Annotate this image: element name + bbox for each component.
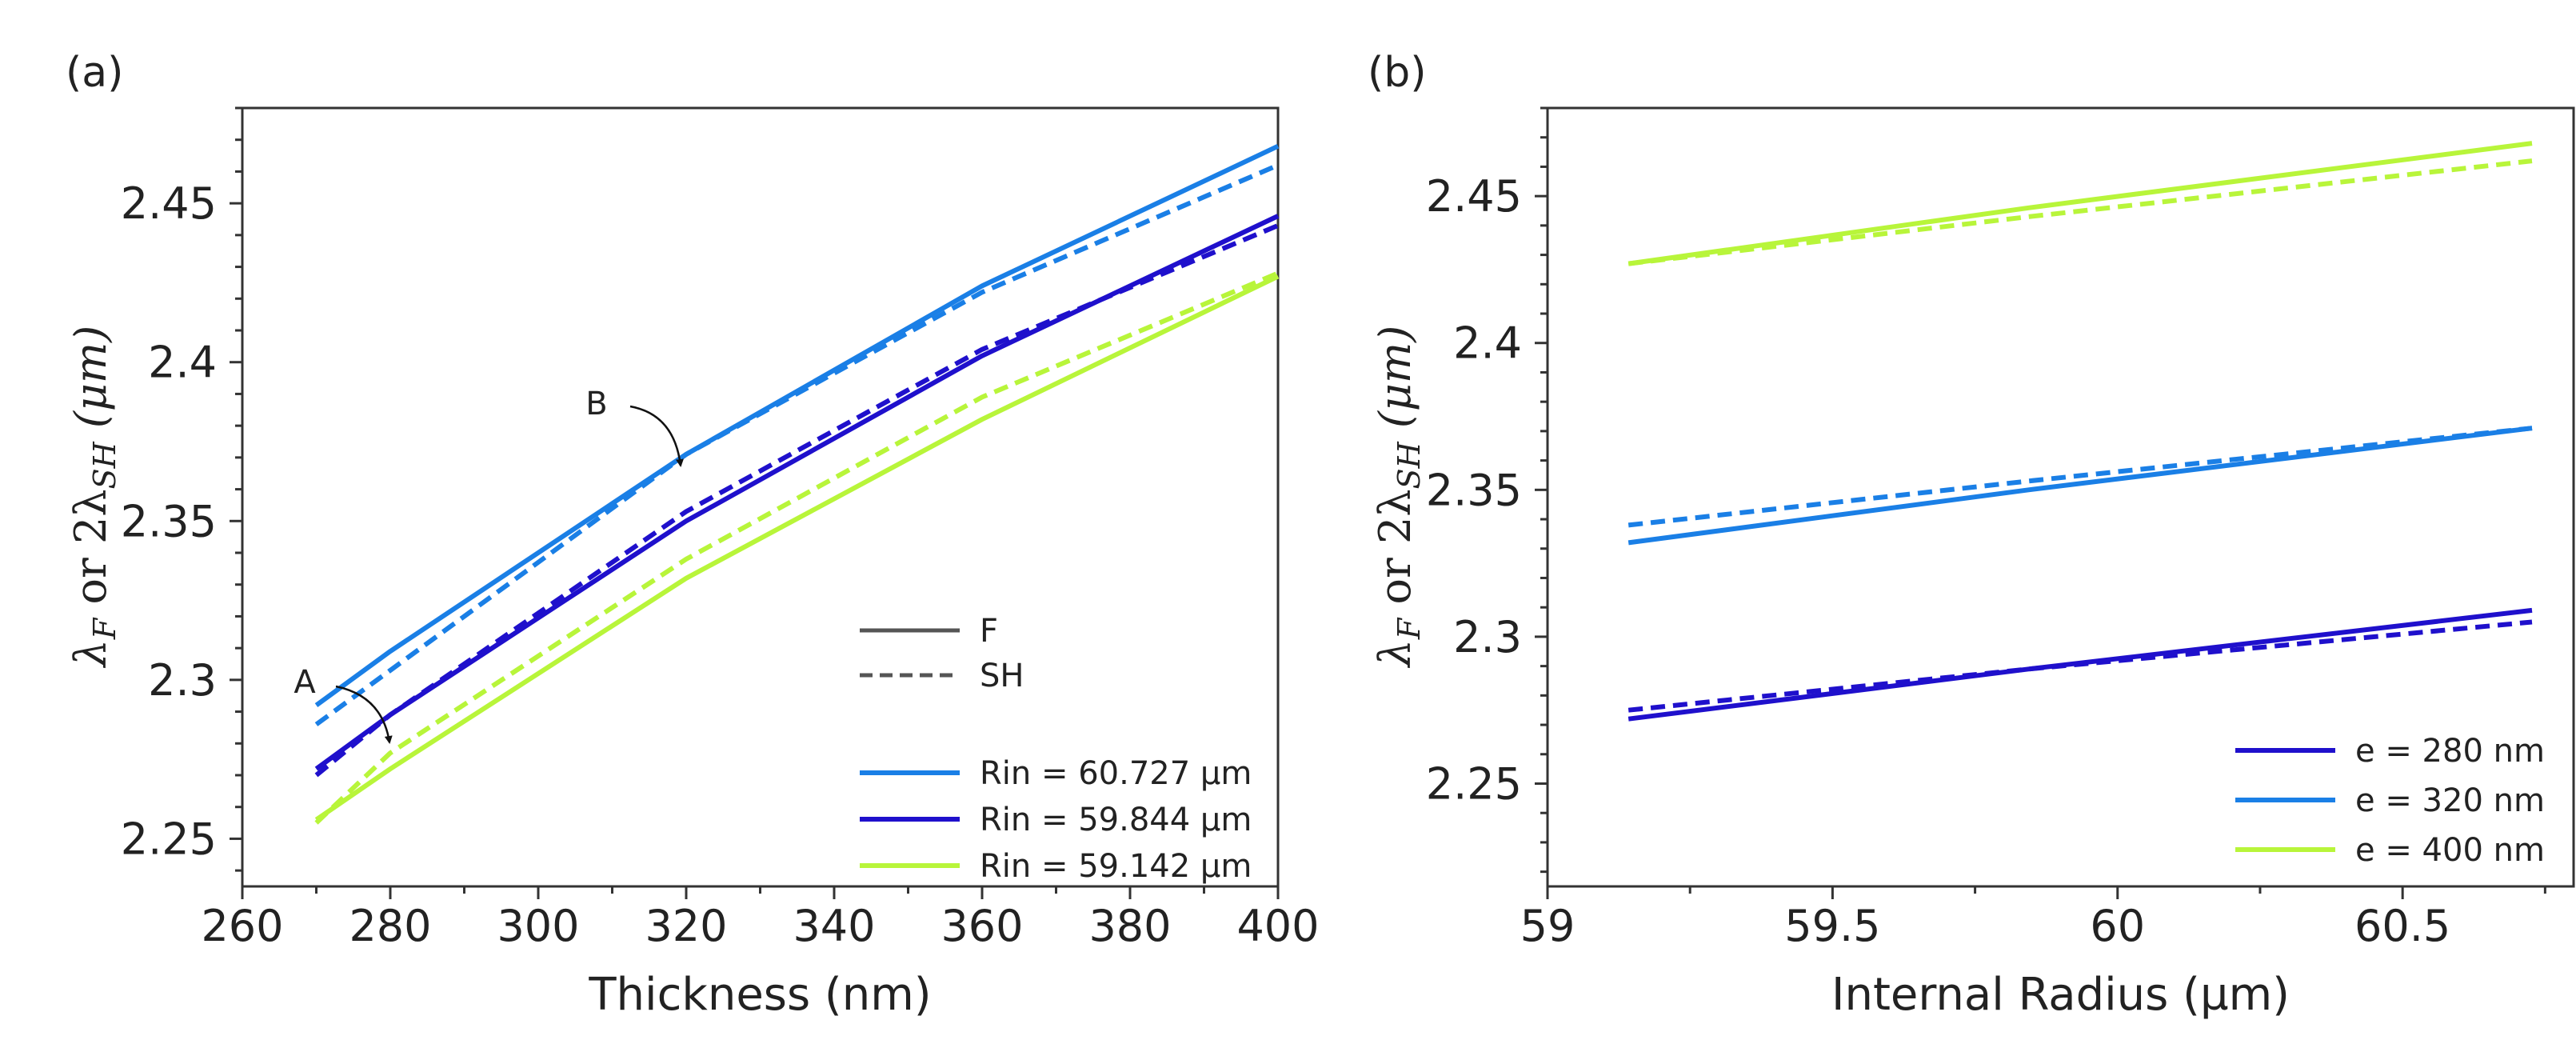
- y-tick-label: 2.3: [1453, 612, 1522, 662]
- panel-a-tag: (a): [66, 49, 123, 97]
- x-tick-label: 300: [497, 901, 579, 951]
- y-axis-title-or: or 2λ: [1370, 489, 1420, 618]
- x-axis-title: Internal Radius (µm): [1831, 969, 2290, 1021]
- x-tick-label: 320: [645, 901, 727, 951]
- x-tick-label: 360: [941, 901, 1023, 951]
- y-tick-label: 2.45: [121, 178, 217, 229]
- series-line-sh: [1627, 619, 2533, 713]
- x-tick-label: 59: [1520, 901, 1576, 951]
- plot-frame: [1546, 106, 2575, 888]
- x-tick-label: 260: [201, 901, 283, 951]
- y-tick-label: 2.35: [1426, 465, 1522, 515]
- x-tick-label: 60.5: [2354, 901, 2450, 951]
- x-tick-label: 380: [1088, 901, 1171, 951]
- legend-label: Rin = 60.727 µm: [980, 755, 1252, 792]
- annotation-label: B: [585, 386, 607, 422]
- panel-b: 59 59.5 60 60.5 2.25 2.3 2.35 2.4 2.45 Internal R…: [1370, 106, 2575, 1021]
- y-tick-label: 2.4: [148, 338, 217, 388]
- legend-style-label: F: [980, 613, 998, 650]
- x-axis-title: Thickness (nm): [588, 969, 931, 1021]
- series-line-f: [314, 143, 1280, 708]
- y-axis-title-sub-sh: SH: [87, 441, 122, 489]
- y-axis-title-unit: (μm): [66, 326, 116, 442]
- annotation-label: A: [294, 664, 316, 701]
- x-tick-label: 400: [1236, 901, 1319, 951]
- y-axis-title-lambda: λ: [66, 639, 116, 668]
- x-tick-label: 340: [793, 901, 875, 951]
- series-line-f: [1627, 141, 2533, 266]
- y-tick-label: 2.35: [121, 496, 217, 546]
- y-axis-title-sub-f: F: [87, 617, 122, 640]
- legend-label: Rin = 59.142 µm: [980, 848, 1252, 885]
- series-line-sh: [314, 223, 1280, 778]
- panel-b-tag: (b): [1368, 49, 1427, 97]
- y-tick-label: 2.4: [1453, 318, 1522, 369]
- y-axis-title-sub-sh: SH: [1392, 441, 1427, 489]
- y-tick-label: 2.45: [1426, 171, 1522, 222]
- panel-a: 260 280 300 320 340 360 380 400 2.25 2.3 2.35 2.4 2.…: [66, 106, 1320, 1021]
- series-line-f: [1627, 426, 2533, 546]
- y-axis-title-lambda: λ: [1370, 639, 1420, 668]
- y-tick-label: 2.3: [148, 655, 217, 706]
- x-tick-label: 60: [2090, 901, 2145, 951]
- series-line-sh: [314, 270, 1280, 825]
- series-line-f: [1627, 607, 2533, 722]
- series-line-f: [314, 214, 1280, 771]
- y-axis-title-or: or 2λ: [66, 489, 116, 618]
- x-tick-label: 280: [349, 901, 431, 951]
- y-tick-label: 2.25: [1426, 758, 1522, 809]
- annotation-arrow: [629, 405, 684, 467]
- y-axis-title-unit: (μm): [1370, 326, 1420, 442]
- legend-label: e = 280 nm: [2355, 733, 2545, 770]
- y-axis-title-sub-f: F: [1392, 617, 1427, 640]
- y-tick-label: 2.25: [121, 814, 217, 864]
- x-tick-label: 59.5: [1784, 901, 1880, 951]
- y-axis-title: λF or 2λSH (μm): [66, 326, 122, 669]
- series-line-sh: [1627, 426, 2533, 528]
- y-axis-title: λF or 2λSH (μm): [1370, 326, 1427, 669]
- legend-label: Rin = 59.844 µm: [980, 802, 1252, 838]
- series-line-sh: [314, 162, 1280, 726]
- legend-label: e = 400 nm: [2355, 832, 2545, 869]
- annotation-arrow: [335, 685, 393, 744]
- series-line-sh: [1627, 158, 2533, 266]
- series-line-f: [314, 274, 1280, 822]
- legend-style-label: SH: [980, 658, 1024, 694]
- legend-label: e = 320 nm: [2355, 782, 2545, 819]
